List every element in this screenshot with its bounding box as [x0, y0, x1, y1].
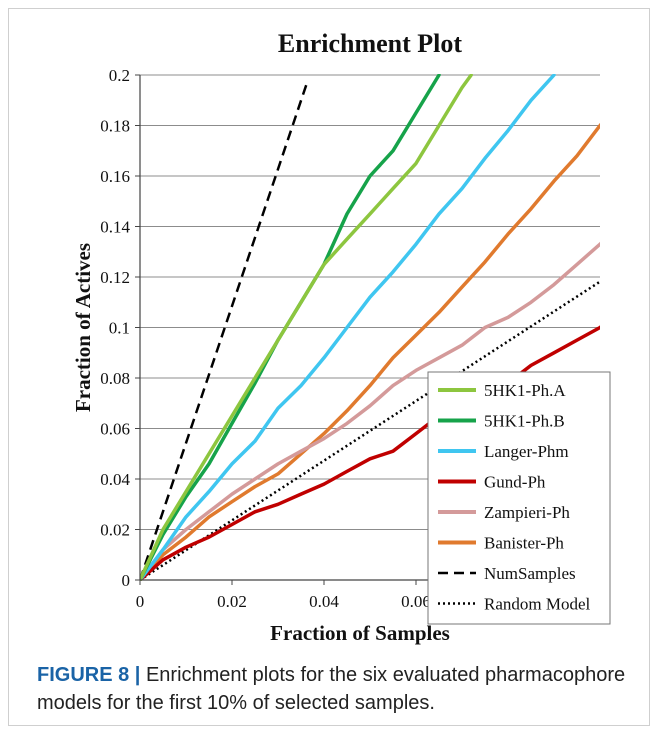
y-tick-label: 0.1 [109, 319, 130, 338]
series-line-gund-ph [140, 325, 600, 581]
legend-label: Banister-Ph [484, 534, 564, 553]
legend-label: NumSamples [484, 564, 576, 583]
y-tick-label: 0.04 [100, 470, 130, 489]
legend: 5HK1-Ph.A 5HK1-Ph.B Langer-Phm Gund-Ph Zampi… [427, 371, 611, 625]
series-line-numsamples [140, 79, 310, 581]
series-line-5hk1-ph-a [140, 74, 473, 581]
figure-frame: Enrichment Plot 0 0.02 0.04 0.06 0.08 0.1 0.12… [8, 8, 650, 726]
legend-box [427, 371, 611, 625]
legend-label: Zampieri-Ph [484, 503, 570, 522]
x-tick-label: 0 [136, 592, 145, 611]
y-tick-label: 0 [122, 571, 131, 590]
y-tick-label: 0.02 [100, 521, 130, 540]
series-line-random-model [140, 280, 600, 581]
chart-title: Enrichment Plot [278, 29, 462, 58]
figure-caption: FIGURE 8 | Enrichment plots for the six … [37, 661, 627, 717]
y-axis-title: Fraction of Actives [71, 243, 95, 412]
y-tick-label: 0.06 [100, 420, 130, 439]
y-tick-label: 0.14 [100, 218, 130, 237]
caption-text: Enrichment plots for the six evaluated p… [37, 664, 626, 714]
legend-label: Random Model [484, 595, 591, 614]
y-tick-label: 0.2 [109, 66, 130, 85]
caption-label: FIGURE 8 | [37, 664, 141, 686]
series-line-banister-ph [140, 122, 600, 581]
x-axis-title: Fraction of Samples [270, 621, 450, 645]
series-line-zampieri-ph [140, 241, 600, 581]
gridlines [140, 74, 600, 530]
legend-label: 5HK1-Ph.A [484, 381, 566, 400]
series-lines [140, 74, 600, 581]
x-tick-label: 0.06 [401, 592, 431, 611]
y-tick-label: 0.16 [100, 167, 130, 186]
legend-label: 5HK1-Ph.B [484, 412, 565, 431]
y-tick-label: 0.18 [100, 117, 130, 136]
x-tick-label: 0.04 [309, 592, 339, 611]
enrichment-chart: Enrichment Plot 0 0.02 0.04 0.06 0.08 0.1 0.12… [10, 10, 650, 655]
chart-svg: Enrichment Plot 0 0.02 0.04 0.06 0.08 0.1 0.12… [71, 29, 611, 645]
legend-label: Langer-Phm [484, 442, 569, 461]
series-line-langer-phm [140, 74, 556, 581]
legend-label: Gund-Ph [484, 473, 546, 492]
x-tick-label: 0.02 [217, 592, 247, 611]
y-tick-label: 0.08 [100, 369, 130, 388]
y-tick-label: 0.12 [100, 268, 130, 287]
